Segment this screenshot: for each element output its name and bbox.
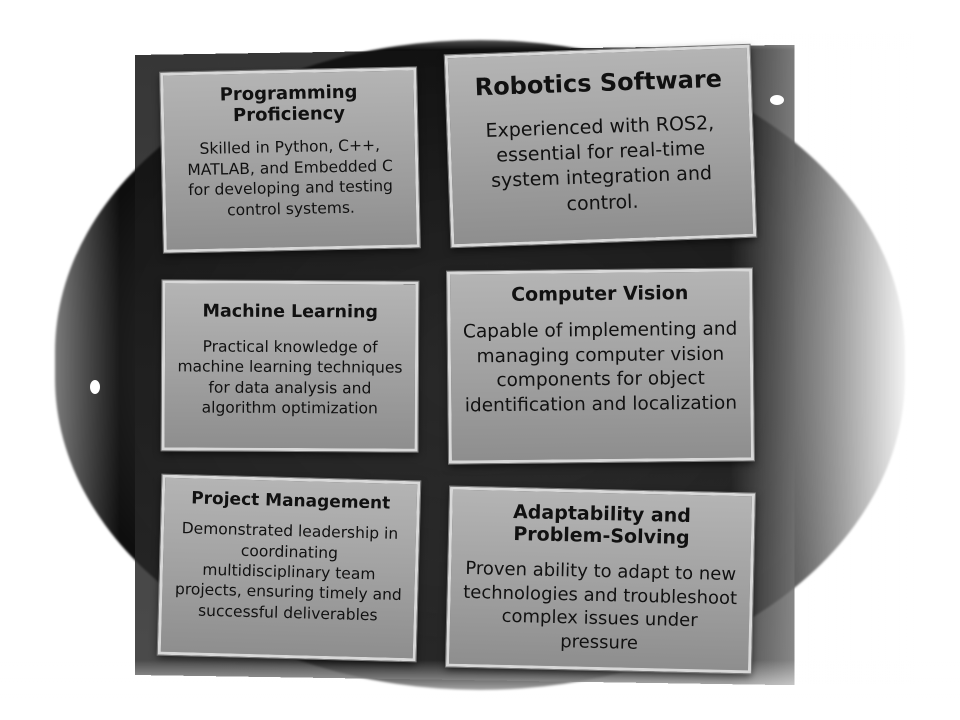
edge-speck: [770, 95, 784, 105]
skill-card-programming: Programming Proficiency Skilled in Pytho…: [159, 66, 421, 254]
card-title: Adaptability and Problem-Solving: [512, 501, 692, 550]
card-title: Robotics Software: [474, 64, 723, 102]
card-body: Capable of implementing and managing com…: [462, 318, 738, 417]
card-body: Experienced with ROS2, essential for rea…: [485, 112, 715, 215]
card-body: Proven ability to adapt to new technolog…: [462, 557, 738, 654]
torn-edge-left: [0, 0, 120, 720]
skill-card-computer-vision: Computer Vision Capable of implementing …: [445, 267, 756, 465]
card-body: Practical knowledge of machine learning …: [177, 337, 403, 418]
edge-speck: [800, 140, 809, 147]
skill-card-adaptability: Adaptability and Problem-Solving Proven …: [444, 485, 757, 675]
edge-speck: [90, 380, 100, 394]
card-title: Machine Learning: [202, 301, 379, 323]
torn-edge-bottom: [0, 660, 960, 720]
edge-speck: [120, 610, 132, 619]
skill-card-robotics: Robotics Software Experienced with ROS2,…: [443, 43, 758, 249]
skill-card-machine-learning: Machine Learning Practical knowledge of …: [160, 279, 420, 453]
torn-edge-right: [730, 0, 960, 720]
card-title: Programming Proficiency: [219, 81, 358, 127]
card-body: Demonstrated leadership in coordinating …: [174, 519, 402, 625]
skill-card-project-management: Project Management Demonstrated leadersh…: [156, 473, 422, 663]
card-title: Computer Vision: [511, 282, 689, 306]
card-body: Skilled in Python, C++, MATLAB, and Embe…: [187, 136, 394, 220]
torn-edge-top: [0, 0, 960, 50]
card-title: Project Management: [190, 488, 391, 514]
